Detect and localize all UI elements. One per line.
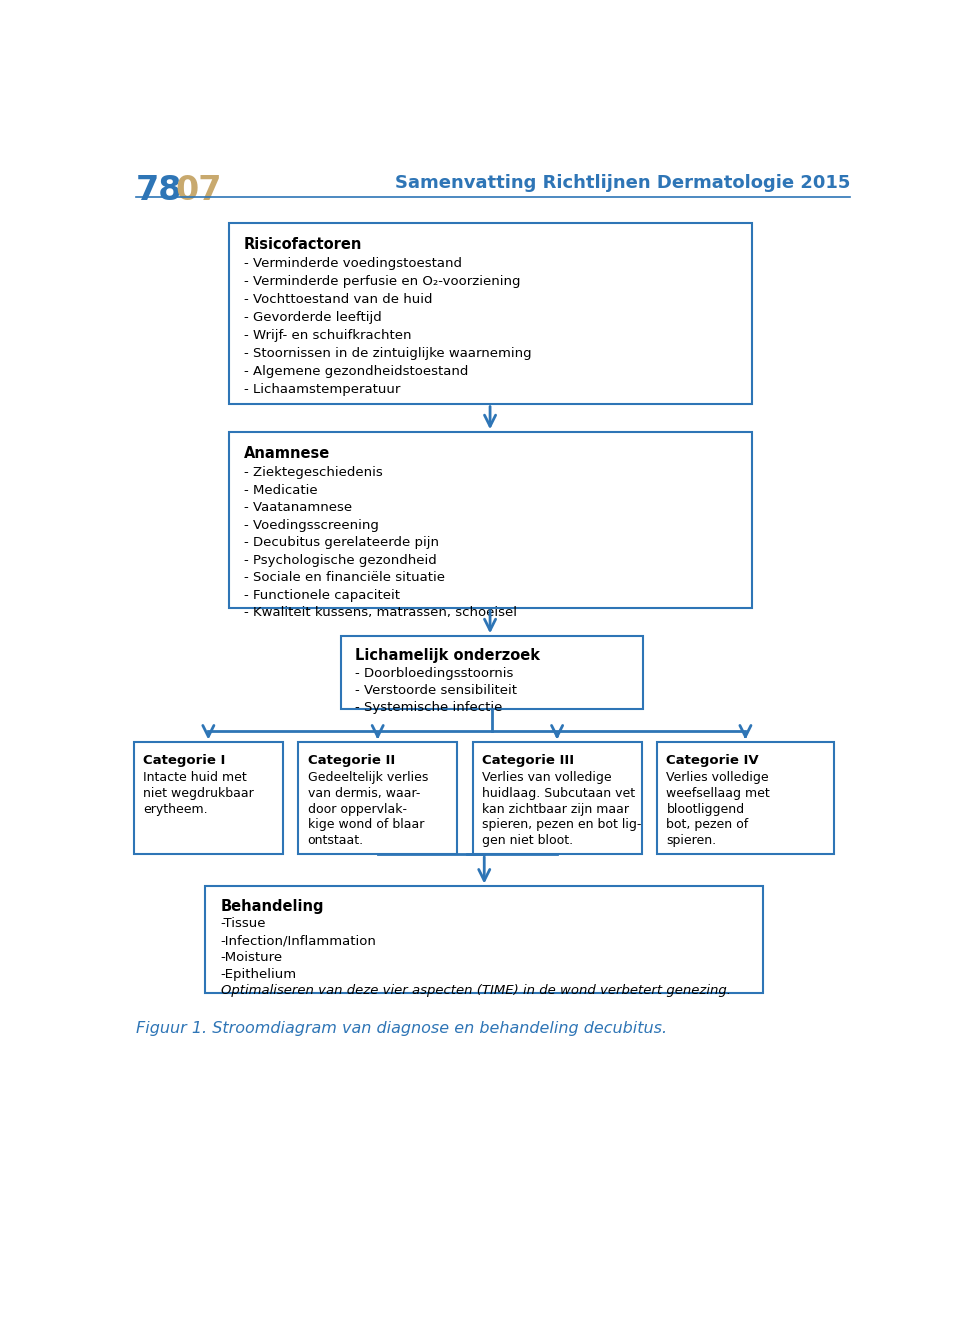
Text: Categorie IV: Categorie IV [666, 754, 759, 767]
FancyBboxPatch shape [134, 743, 283, 854]
Text: - Vochttoestand van de huid: - Vochttoestand van de huid [244, 293, 433, 306]
Text: kige wond of blaar: kige wond of blaar [307, 818, 424, 831]
Text: - Voedingsscreening: - Voedingsscreening [244, 518, 379, 532]
Text: Lichamelijk onderzoek: Lichamelijk onderzoek [355, 648, 540, 664]
Text: Verlies van volledige: Verlies van volledige [482, 771, 612, 784]
Text: -Infection/Inflammation: -Infection/Inflammation [221, 934, 376, 947]
FancyBboxPatch shape [472, 743, 641, 854]
Text: huidlaag. Subcutaan vet: huidlaag. Subcutaan vet [482, 787, 636, 800]
Text: -Epithelium: -Epithelium [221, 967, 297, 981]
Text: niet wegdrukbaar: niet wegdrukbaar [143, 787, 254, 800]
Text: 07: 07 [176, 174, 223, 207]
Text: Risicofactoren: Risicofactoren [244, 236, 362, 251]
Text: ontstaat.: ontstaat. [307, 834, 364, 847]
Text: - Gevorderde leeftijd: - Gevorderde leeftijd [244, 311, 382, 323]
Text: - Ziektegeschiedenis: - Ziektegeschiedenis [244, 466, 383, 480]
Text: Categorie III: Categorie III [482, 754, 574, 767]
Text: van dermis, waar-: van dermis, waar- [307, 787, 420, 800]
Text: - Vaatanamnese: - Vaatanamnese [244, 501, 352, 514]
Text: Optimaliseren van deze vier aspecten (TIME) in de wond verbetert genezing.: Optimaliseren van deze vier aspecten (TI… [221, 985, 731, 998]
Text: - Stoornissen in de zintuiglijke waarneming: - Stoornissen in de zintuiglijke waarnem… [244, 347, 532, 359]
Text: door oppervlak-: door oppervlak- [307, 803, 406, 815]
Text: Categorie II: Categorie II [307, 754, 395, 767]
Text: erytheem.: erytheem. [143, 803, 208, 815]
Text: - Verminderde voedingstoestand: - Verminderde voedingstoestand [244, 257, 462, 270]
Text: Behandeling: Behandeling [221, 899, 324, 914]
Text: - Functionele capaciteit: - Functionele capaciteit [244, 589, 400, 603]
Text: Intacte huid met: Intacte huid met [143, 771, 247, 784]
Text: Categorie I: Categorie I [143, 754, 226, 767]
Text: spieren, pezen en bot lig-: spieren, pezen en bot lig- [482, 818, 641, 831]
Text: - Medicatie: - Medicatie [244, 484, 318, 497]
Text: - Doorbloedingsstoornis: - Doorbloedingsstoornis [355, 667, 514, 680]
Text: gen niet bloot.: gen niet bloot. [482, 834, 573, 847]
FancyBboxPatch shape [657, 743, 834, 854]
Text: - Verstoorde sensibiliteit: - Verstoorde sensibiliteit [355, 684, 516, 697]
FancyBboxPatch shape [228, 223, 752, 403]
Text: - Decubitus gerelateerde pijn: - Decubitus gerelateerde pijn [244, 536, 439, 549]
Text: - Psychologische gezondheid: - Psychologische gezondheid [244, 554, 437, 566]
FancyBboxPatch shape [299, 743, 457, 854]
Text: bot, pezen of: bot, pezen of [666, 818, 749, 831]
Text: - Systemische infectie: - Systemische infectie [355, 701, 502, 713]
Text: - Lichaamstemperatuur: - Lichaamstemperatuur [244, 383, 400, 397]
FancyBboxPatch shape [341, 636, 643, 709]
Text: Anamnese: Anamnese [244, 446, 330, 461]
Text: - Algemene gezondheidstoestand: - Algemene gezondheidstoestand [244, 365, 468, 378]
FancyBboxPatch shape [205, 886, 763, 993]
Text: kan zichtbaar zijn maar: kan zichtbaar zijn maar [482, 803, 629, 815]
Text: -Tissue: -Tissue [221, 918, 266, 930]
Text: Verlies volledige: Verlies volledige [666, 771, 769, 784]
Text: - Wrijf- en schuifkrachten: - Wrijf- en schuifkrachten [244, 329, 412, 342]
Text: 78: 78 [135, 174, 182, 207]
Text: - Sociale en financiële situatie: - Sociale en financiële situatie [244, 572, 445, 584]
Text: spieren.: spieren. [666, 834, 716, 847]
Text: Figuur 1. Stroomdiagram van diagnose en behandeling decubitus.: Figuur 1. Stroomdiagram van diagnose en … [135, 1021, 666, 1037]
Text: -Moisture: -Moisture [221, 951, 283, 963]
Text: blootliggend: blootliggend [666, 803, 745, 815]
FancyBboxPatch shape [228, 432, 752, 608]
Text: - Verminderde perfusie en O₂-voorziening: - Verminderde perfusie en O₂-voorziening [244, 275, 520, 287]
Text: weefsellaag met: weefsellaag met [666, 787, 770, 800]
Text: Gedeeltelijk verlies: Gedeeltelijk verlies [307, 771, 428, 784]
Text: - Kwaliteit kussens, matrassen, schoeisel: - Kwaliteit kussens, matrassen, schoeise… [244, 607, 517, 620]
Text: Samenvatting Richtlijnen Dermatologie 2015: Samenvatting Richtlijnen Dermatologie 20… [395, 174, 850, 192]
